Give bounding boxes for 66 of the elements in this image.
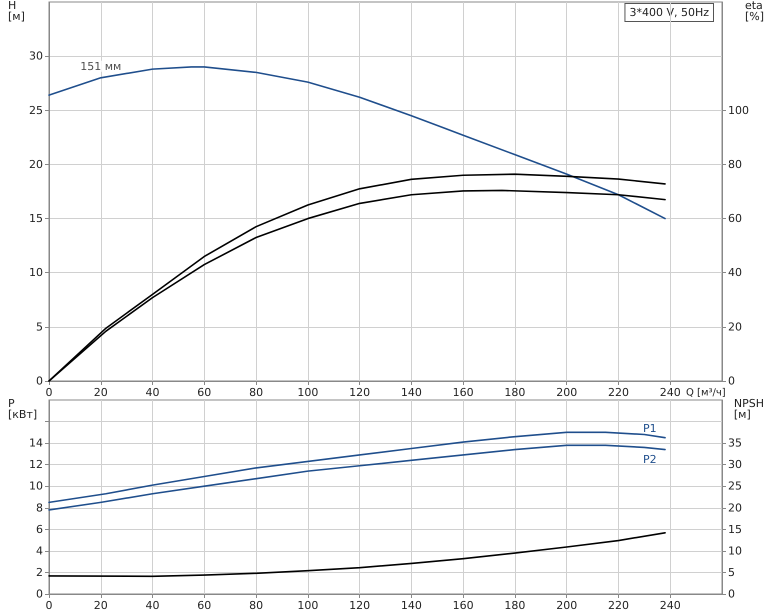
- x-tick-label: 200: [556, 599, 578, 611]
- x-tick-label: 100: [297, 386, 318, 399]
- y2-tick-label: 60: [728, 212, 742, 226]
- y-tick-label: 6: [36, 522, 43, 536]
- x-tick-label: 80: [249, 599, 264, 611]
- y-tick-label: 2: [36, 566, 43, 579]
- y-tick-label: 5: [36, 320, 43, 334]
- y2-tick-label: 25: [728, 480, 742, 493]
- y-axis-title: H [м]: [8, 0, 25, 23]
- x-tick-label: 140: [400, 599, 422, 611]
- y-tick-label: 14: [29, 436, 43, 450]
- y-tick-label: 4: [36, 544, 43, 558]
- y-tick-label: 12: [29, 458, 43, 472]
- x-tick-label: 60: [197, 386, 212, 399]
- series-label: P1: [643, 422, 657, 436]
- x-tick-label: 140: [400, 386, 422, 399]
- x-tick-label: 60: [197, 599, 212, 611]
- y-tick-label: 10: [29, 480, 43, 493]
- y2-tick-label: 30: [728, 458, 742, 472]
- x-tick-label: 40: [146, 599, 160, 611]
- y2-tick-label: 10: [728, 544, 742, 558]
- line-series: [48, 532, 666, 578]
- x-tick-label: 120: [349, 386, 370, 399]
- y2-tick-label: 40: [728, 266, 742, 280]
- y2-tick-label: 100: [728, 104, 749, 117]
- x-tick-label: 0: [46, 386, 52, 399]
- y-tick-label: 10: [29, 266, 43, 280]
- x-tick-label: 200: [556, 386, 578, 399]
- y-tick-label: 20: [29, 158, 43, 171]
- y-tick-label: 25: [29, 104, 43, 117]
- x-tick-label: 240: [660, 386, 681, 399]
- x-tick-label: 240: [660, 599, 681, 611]
- x-tick-label: 100: [297, 599, 318, 611]
- x-tick-label: 80: [249, 386, 264, 399]
- x-tick-label: 180: [504, 386, 526, 399]
- x-tick-label: 20: [94, 599, 108, 611]
- y-tick-label: 8: [36, 501, 43, 514]
- x-tick-label: 20: [94, 386, 108, 399]
- y2-tick-label: 80: [728, 158, 742, 171]
- x-tick-label: 220: [608, 599, 629, 611]
- y2-axis-title: eta [%]: [744, 0, 764, 23]
- y2-axis-title: NPSH [м]: [734, 397, 764, 421]
- y2-tick-label: 35: [728, 436, 742, 450]
- y2-tick-label: 20: [728, 501, 742, 514]
- y-tick-label: 0: [36, 588, 43, 600]
- annotation: 151 мм: [80, 60, 122, 73]
- y2-tick-label: 0: [728, 588, 735, 600]
- y2-tick-label: 5: [728, 566, 735, 579]
- x-tick-label: 220: [608, 386, 629, 399]
- y-tick-label: 30: [29, 50, 43, 63]
- x-tick-label: 40: [146, 386, 160, 399]
- x-tick-label: 160: [452, 386, 474, 399]
- x-tick-label: 120: [349, 599, 370, 611]
- x-tick-label: 180: [504, 599, 526, 611]
- x-axis-title: Q [м³/ч]: [686, 388, 726, 398]
- y-tick-label: 0: [36, 374, 43, 388]
- x-tick-label: 0: [46, 599, 52, 611]
- y2-tick-label: 20: [728, 320, 742, 334]
- y2-tick-label: 0: [728, 374, 735, 388]
- x-tick-label: 160: [452, 599, 474, 611]
- y-tick-label: 15: [29, 212, 43, 226]
- y2-tick-label: 15: [728, 522, 742, 536]
- line-series: [48, 432, 666, 504]
- y-axis-title: P [кВт]: [8, 397, 38, 421]
- series-label: P2: [643, 453, 657, 466]
- line-series: [48, 444, 666, 511]
